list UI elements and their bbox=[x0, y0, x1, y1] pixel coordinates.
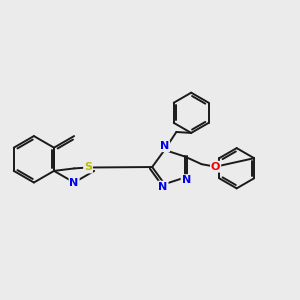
Text: N: N bbox=[182, 175, 191, 185]
Text: O: O bbox=[211, 162, 220, 172]
Text: N: N bbox=[158, 182, 168, 192]
Text: S: S bbox=[84, 163, 92, 172]
Text: N: N bbox=[160, 141, 169, 151]
Text: N: N bbox=[70, 178, 79, 188]
